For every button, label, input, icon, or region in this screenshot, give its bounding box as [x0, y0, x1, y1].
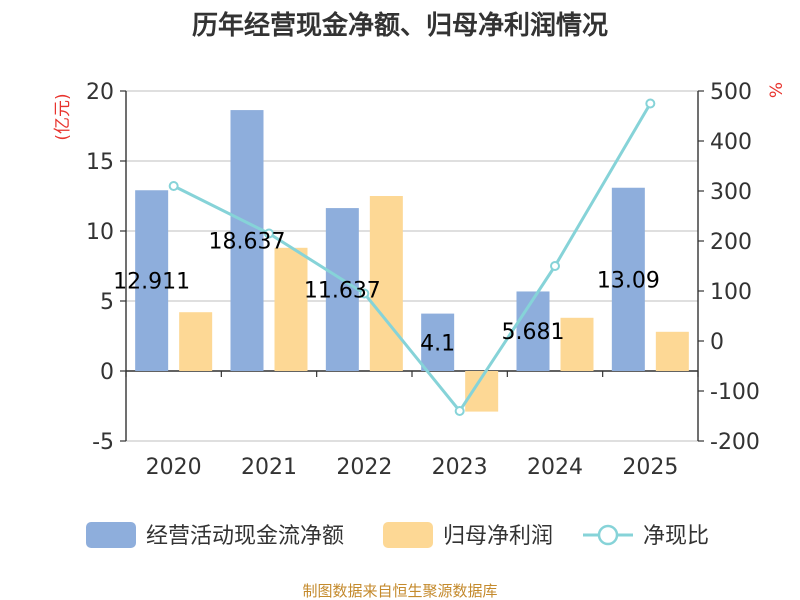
source-note: 制图数据来自恒生聚源数据库	[302, 582, 497, 600]
bar-operating-cash-flow	[516, 291, 550, 371]
legend-label: 经营活动现金流净额	[146, 524, 344, 549]
left-tick-label: 15	[86, 150, 114, 175]
right-tick-label: 500	[710, 80, 752, 105]
right-tick-label: 100	[710, 280, 752, 305]
right-tick-label: -100	[710, 380, 760, 405]
legend-label: 净现比	[643, 524, 709, 549]
right-axis-unit: %	[767, 82, 787, 98]
category-label: 2024	[527, 455, 583, 480]
category-label: 2021	[241, 455, 297, 480]
left-tick-label: 5	[100, 290, 114, 315]
right-tick-label: 200	[710, 230, 752, 255]
ratio-point	[264, 228, 274, 239]
category-label: 2025	[622, 455, 678, 480]
bar-operating-cash-flow	[325, 208, 359, 371]
right-tick-label: 400	[710, 130, 752, 155]
bar-data-label: 13.09	[597, 268, 660, 293]
bar-net-profit	[560, 317, 594, 371]
bar-data-label: 5.681	[502, 320, 565, 345]
bar-data-label: 18.637	[209, 230, 286, 255]
legend[interactable]: 经营活动现金流净额 归母净利润 净现比	[86, 522, 709, 549]
bar-operating-cash-flow	[611, 187, 645, 371]
left-tick-label: -5	[92, 430, 114, 455]
bars	[135, 110, 689, 412]
ratio-line	[168, 98, 656, 416]
bar-net-profit	[274, 247, 308, 371]
bar-operating-cash-flow	[421, 313, 455, 371]
right-tick-label: 300	[710, 180, 752, 205]
legend-item[interactable]: 归母净利润	[383, 522, 553, 549]
left-tick-label: 20	[86, 80, 114, 105]
bar-net-profit	[655, 331, 689, 371]
legend-marker	[597, 524, 619, 546]
ratio-point	[454, 406, 465, 416]
right-tick-label: 0	[710, 330, 724, 355]
category-label: 2023	[432, 455, 488, 480]
legend-label: 归母净利润	[443, 524, 553, 549]
bar-net-profit	[369, 196, 403, 371]
category-label: 2022	[336, 455, 392, 480]
bar-data-label: 11.637	[304, 279, 381, 304]
left-tick-label: 10	[86, 220, 114, 245]
legend-item[interactable]: 净现比	[583, 524, 709, 549]
bar-net-profit	[179, 312, 213, 371]
ratio-point	[550, 261, 560, 271]
bar-data-label: 4.1	[420, 331, 455, 356]
legend-swatch	[86, 522, 136, 548]
legend-swatch	[383, 522, 433, 548]
ratio-point	[168, 181, 179, 191]
bar-operating-cash-flow	[230, 110, 264, 371]
ratio-point	[645, 98, 656, 109]
chart-title: 历年经营现金净额、归母净利润情况	[192, 10, 608, 41]
left-axis-unit: (亿元)	[53, 93, 73, 140]
left-tick-label: 0	[100, 360, 114, 385]
axes: -5 0 5 10 15 20 -200 -100 0 100 200 300 400 500 2020 20…	[53, 80, 787, 480]
legend-item[interactable]: 经营活动现金流净额	[86, 522, 344, 549]
ratio-line-path	[172, 102, 652, 413]
right-tick-label: -200	[710, 430, 760, 455]
data-labels: 12.911 18.637 11.637 4.1 5.681 13.09	[113, 230, 660, 357]
category-label: 2020	[146, 455, 202, 480]
bar-operating-cash-flow	[135, 190, 169, 371]
ratio-point	[359, 288, 370, 299]
bar-data-label: 12.911	[113, 270, 190, 295]
